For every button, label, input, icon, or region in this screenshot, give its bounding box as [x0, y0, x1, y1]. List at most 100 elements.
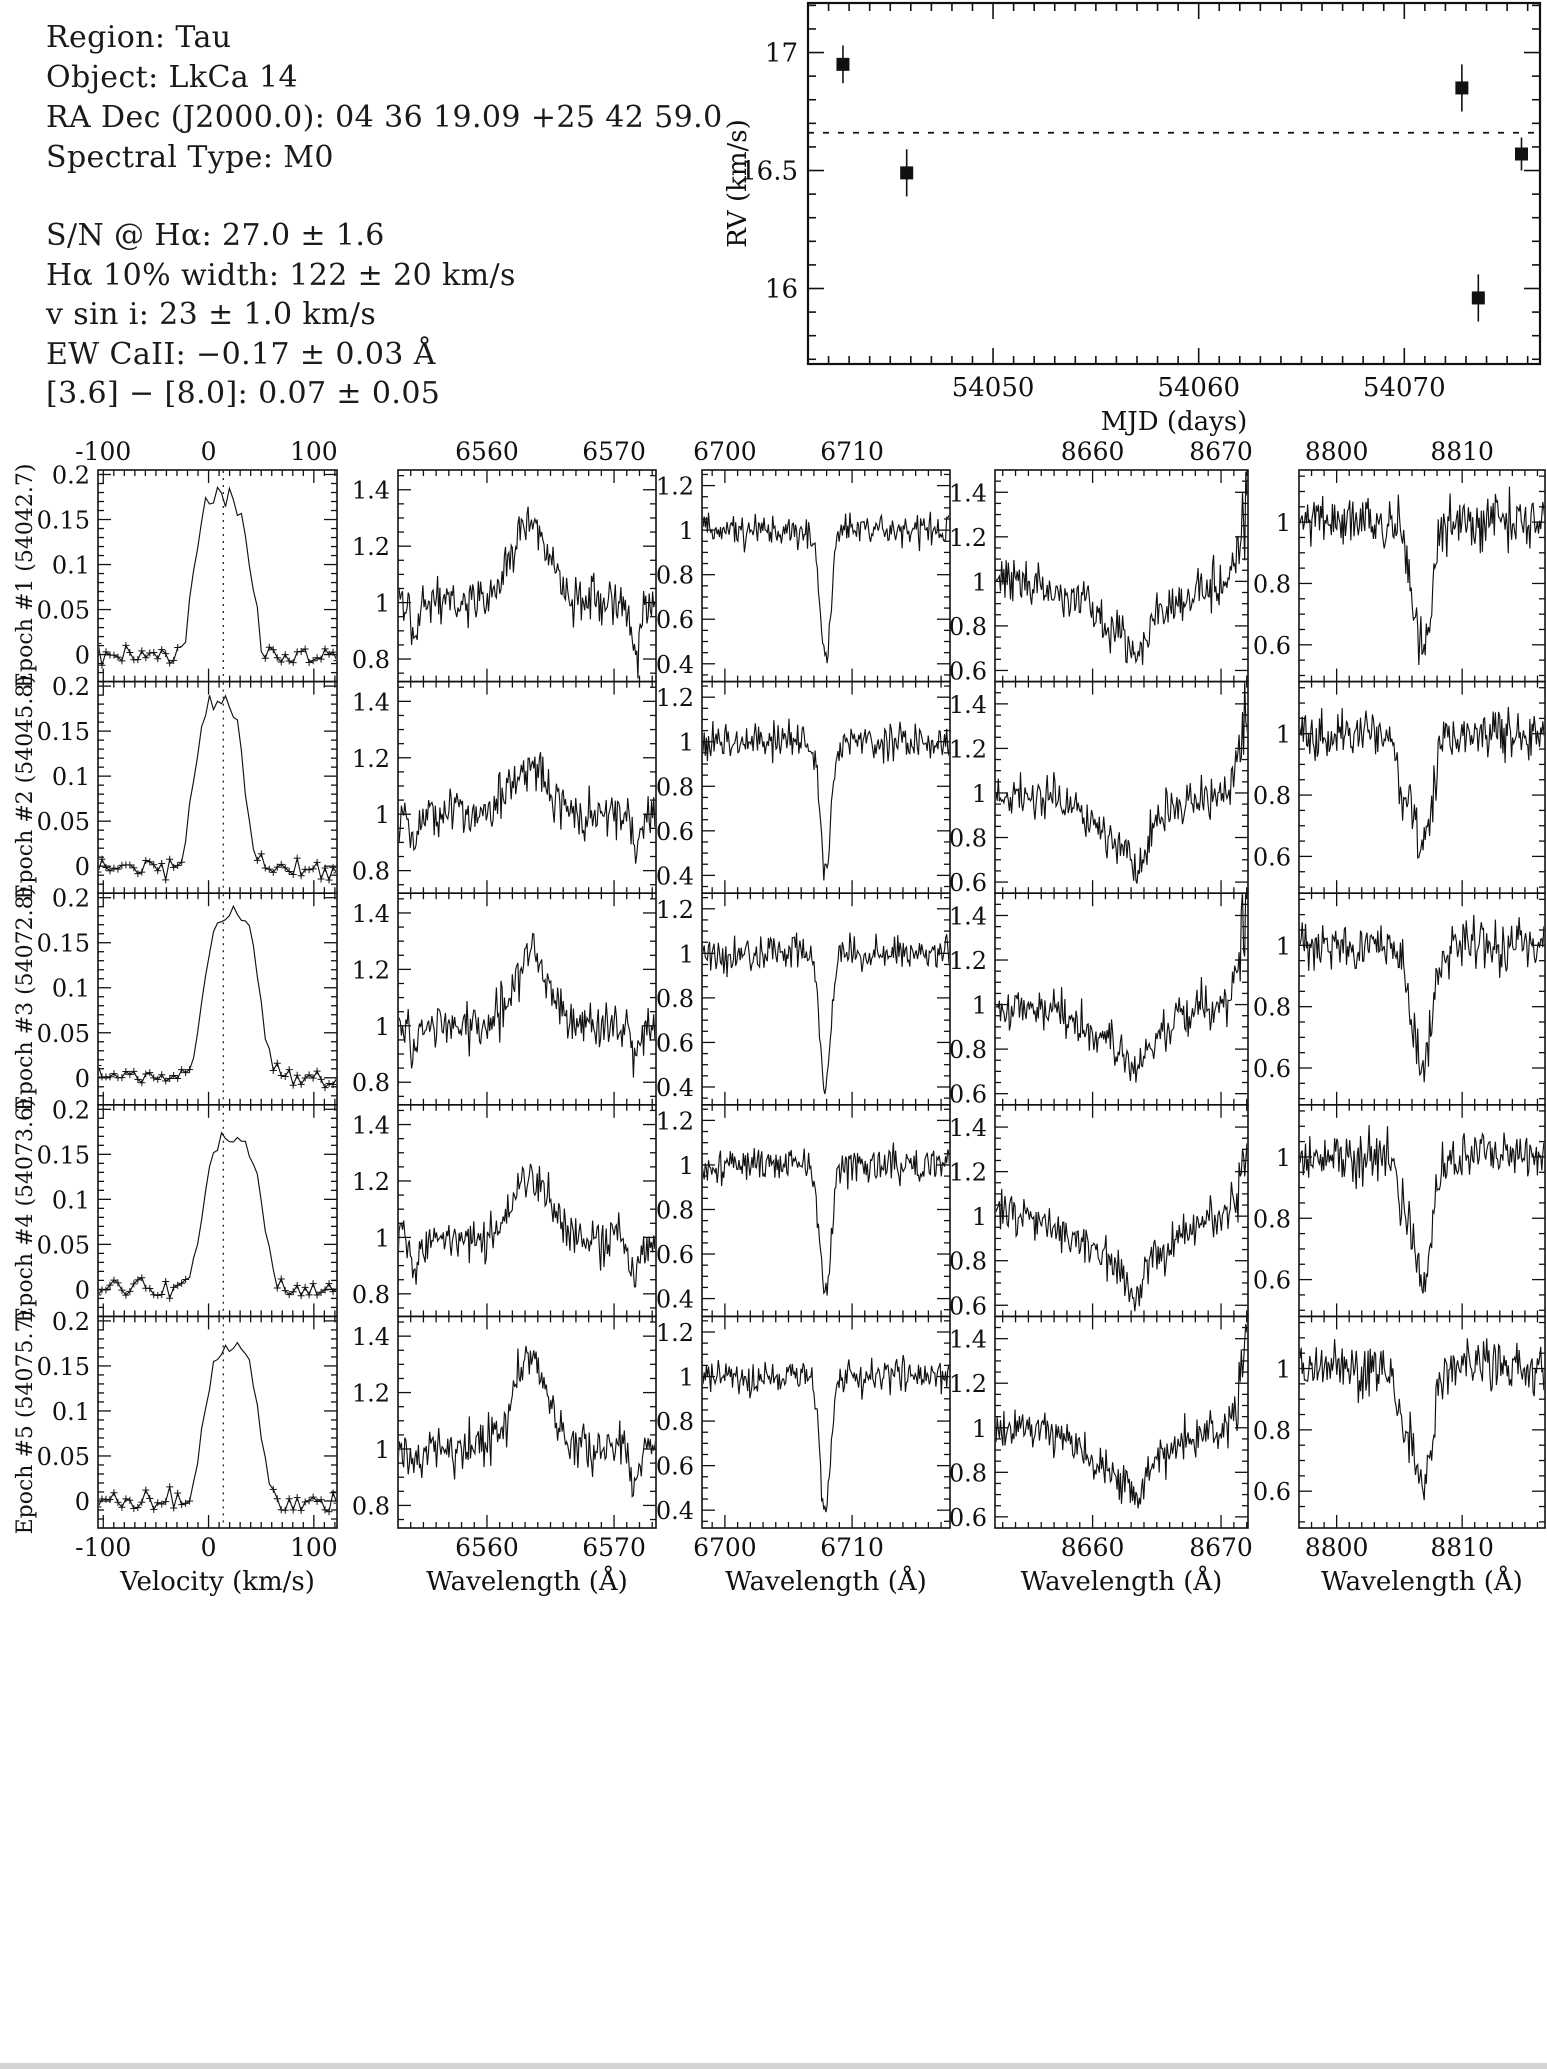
info-line-region: Region: Tau — [46, 20, 232, 55]
profile-plus-markers — [99, 850, 336, 884]
spectrum-line-r2c4 — [996, 682, 1247, 884]
rv-data-point — [1455, 81, 1469, 95]
panel-y-tick-label: 0.6 — [1253, 1267, 1291, 1295]
panel-y-tick-label: 0.4 — [656, 651, 694, 679]
panel-y-tick-label: 0.8 — [949, 1248, 987, 1276]
panel-y-tick-label: 0.2 — [52, 673, 90, 701]
spectrum-panel-r5c2 — [397, 1315, 657, 1529]
panel-y-tick-label: 0.6 — [656, 1241, 694, 1269]
panel-y-tick-label: 1.2 — [949, 947, 987, 975]
panel-y-tick-label: 1.4 — [949, 1326, 987, 1354]
panel-y-tick-label: 1 — [375, 1224, 390, 1252]
panel-y-tick-label: 0.8 — [656, 1196, 694, 1224]
info-line-snr: S/N @ Hα: 27.0 ± 1.6 — [46, 218, 385, 253]
panel-y-tick-label: 1 — [679, 517, 694, 545]
spectrum-line-r4c5 — [1300, 1124, 1544, 1294]
panel-y-tick-label: 1.4 — [949, 691, 987, 719]
panel-y-tick-label: 1.4 — [352, 477, 390, 505]
panel-y-tick-label: 0.4 — [656, 1286, 694, 1314]
panel-y-tick-label: 0.6 — [949, 869, 987, 897]
panel-y-tick-label: 1 — [1276, 509, 1291, 537]
panel-y-tick-label: 0.6 — [949, 1292, 987, 1320]
spectrum-panel-r5c4 — [994, 1315, 1249, 1529]
spectrum-panel-r4c2 — [397, 1103, 657, 1318]
panel-y-tick-label: 1.2 — [352, 1380, 390, 1408]
panel-y-tick-label: 0.8 — [1253, 782, 1291, 810]
rv-data-point — [900, 166, 914, 180]
panel-y-tick-label: 1.4 — [949, 1114, 987, 1142]
panel-y-tick-label: 0.05 — [37, 808, 90, 836]
rv-x-tick-label: 54050 — [952, 373, 1035, 403]
spectrum-line-r3c1 — [99, 904, 336, 1089]
panel-y-tick-label: 1 — [679, 940, 694, 968]
spectrum-line-r5c3 — [703, 1354, 949, 1513]
panel-y-tick-label: 0.6 — [1253, 843, 1291, 871]
panel-y-tick-label: 1 — [972, 568, 987, 596]
panel-y-tick-label: 1.4 — [352, 688, 390, 716]
rv-data-point — [836, 57, 850, 71]
spectrum-panel-r5c1 — [97, 1315, 338, 1529]
spectrum-line-r5c4 — [996, 1323, 1247, 1509]
spectrum-panel-r2c3 — [701, 680, 951, 895]
info-line-spectral-type: Spectral Type: M0 — [46, 140, 334, 175]
spectrum-line-r2c3 — [703, 718, 949, 881]
panel-y-tick-label: 0.1 — [52, 1186, 90, 1214]
bottom-x-tick-label: 6560 — [455, 1533, 519, 1562]
x-axis-title: Velocity (km/s) — [119, 1567, 315, 1597]
panel-y-tick-label: 1 — [679, 1364, 694, 1392]
panel-y-tick-label: 1.2 — [352, 745, 390, 773]
panel-y-tick-label: 0 — [75, 1065, 90, 1093]
top-x-tick-label: 8810 — [1430, 437, 1494, 466]
info-line-ew-caii: EW CaII: −0.17 ± 0.03 Å — [46, 337, 436, 372]
spectrum-line-r1c1 — [99, 486, 336, 666]
panel-y-tick-label: 1.2 — [949, 1370, 987, 1398]
panel-y-tick-label: 0.6 — [1253, 1055, 1291, 1083]
top-x-tick-label: 100 — [290, 437, 338, 466]
panel-y-tick-label: 0.8 — [1253, 1417, 1291, 1445]
panel-y-tick-label: 0.2 — [52, 1308, 90, 1336]
rv-data-point — [1471, 291, 1485, 305]
epoch-label: Epoch #1 (54042.7) — [13, 464, 38, 688]
panel-y-tick-label: 0.6 — [1253, 632, 1291, 660]
panel-y-tick-label: 0 — [75, 853, 90, 881]
top-x-tick-label: 8670 — [1189, 437, 1253, 466]
panel-y-tick-label: 0.6 — [949, 1504, 987, 1532]
bottom-x-tick-label: 6710 — [820, 1533, 884, 1562]
panel-y-tick-label: 0.4 — [656, 1497, 694, 1525]
panel-y-tick-label: 0.8 — [352, 1492, 390, 1520]
panel-y-tick-label: 0.8 — [1253, 1205, 1291, 1233]
spectrum-line-r4c3 — [703, 1142, 949, 1296]
panel-y-tick-label: 0.1 — [52, 552, 90, 580]
spectra-grid: Epoch #1 (54042.7)Epoch #2 (54045.8)Epoc… — [13, 437, 1546, 1597]
panel-y-tick-label: 1 — [375, 590, 390, 618]
panel-y-tick-label: 0.1 — [52, 1398, 90, 1426]
panel-y-tick-label: 0.2 — [52, 462, 90, 490]
x-axis-title: Wavelength (Å) — [1021, 1565, 1223, 1597]
rv-chart: 54050 54060 54070 16 16.5 17 MJD (days) RV (km/… — [723, 1, 1542, 437]
top-x-tick-label: 6570 — [582, 437, 646, 466]
info-line-object: Object: LkCa 14 — [46, 60, 299, 95]
rv-y-tick-label: 16 — [765, 274, 798, 304]
panel-y-tick-label: 0.05 — [37, 1443, 90, 1471]
epoch-label: Epoch #5 (54075.7) — [13, 1310, 38, 1534]
panel-y-tick-label: 0.6 — [656, 1453, 694, 1481]
panel-y-tick-label: 0.6 — [949, 1081, 987, 1109]
panel-y-tick-label: 1.2 — [656, 896, 694, 924]
panel-y-tick-label: 0.2 — [52, 1096, 90, 1124]
panel-y-tick-label: 1.2 — [656, 1319, 694, 1347]
panel-y-tick-label: 1.2 — [352, 533, 390, 561]
spectrum-line-r3c5 — [1300, 914, 1544, 1083]
panel-y-tick-label: 1.2 — [656, 473, 694, 501]
top-x-tick-label: 8660 — [1061, 437, 1125, 466]
panel-y-tick-label: 1.2 — [656, 684, 694, 712]
top-x-tick-label: 0 — [201, 437, 217, 466]
spectrum-line-r3c4 — [996, 894, 1247, 1083]
panel-y-tick-label: 1.2 — [949, 524, 987, 552]
x-axis-title: Wavelength (Å) — [426, 1565, 628, 1597]
spectrum-line-r5c5 — [1300, 1338, 1544, 1501]
panel-y-tick-label: 0.15 — [37, 718, 90, 746]
top-x-tick-label: 8800 — [1305, 437, 1369, 466]
rv-x-axis-title: MJD (days) — [1101, 407, 1248, 437]
panel-y-tick-label: 1 — [679, 729, 694, 757]
rv-data-point — [1514, 147, 1528, 161]
